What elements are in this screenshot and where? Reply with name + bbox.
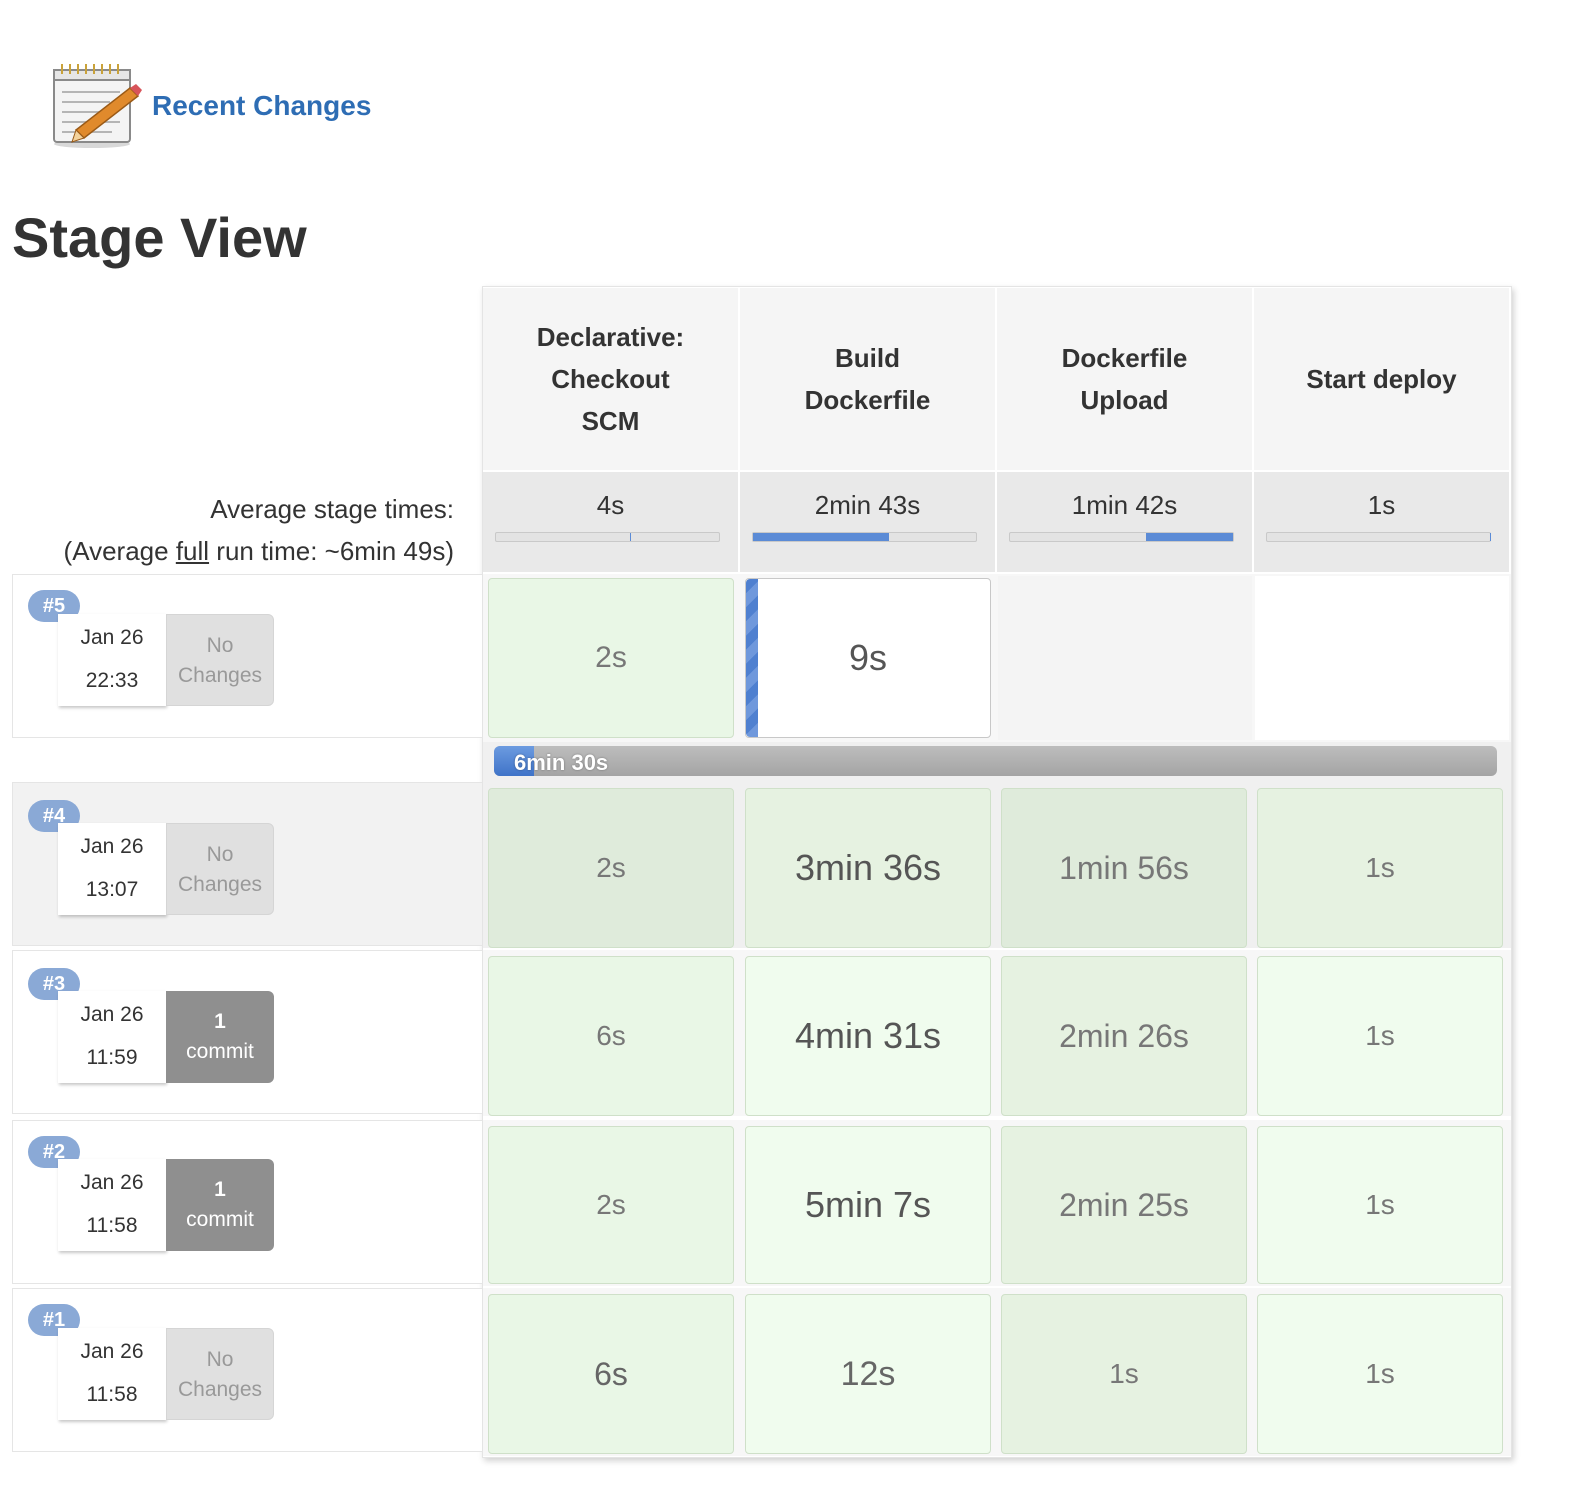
avg-bar (1266, 532, 1492, 542)
stage-cell[interactable]: 2s (488, 578, 734, 738)
changes-box[interactable]: No Changes (166, 1328, 274, 1420)
changes-box[interactable]: 1 commit (166, 991, 274, 1083)
running-indicator (746, 579, 758, 737)
stage-cell-running[interactable]: 9s (745, 578, 991, 738)
stage-cell[interactable]: 4min 31s (745, 956, 991, 1116)
full-run-time-link[interactable]: full (175, 536, 210, 566)
changes-box[interactable]: 1 commit (166, 1159, 274, 1251)
stage-cell[interactable]: 1min 56s (1001, 788, 1247, 948)
stage-cell[interactable]: 2min 26s (1001, 956, 1247, 1116)
build-progress-track (494, 746, 1497, 776)
stage-cell[interactable]: 1s (1001, 1294, 1247, 1454)
avg-time-upload: 1min 42s (997, 472, 1253, 572)
stage-cell[interactable]: 1s (1257, 788, 1503, 948)
stage-header-build: Build Dockerfile (740, 288, 996, 470)
avg-bar (1009, 532, 1234, 542)
build-number-badge[interactable]: #2 (28, 1136, 80, 1168)
average-stage-times-label: Average stage times: (Average full run t… (63, 494, 454, 566)
stage-header-upload: Dockerfile Upload (997, 288, 1253, 470)
stage-cell-empty (998, 576, 1252, 740)
build-date-card[interactable]: Jan 26 11:59 (58, 991, 166, 1083)
build-date-card[interactable]: Jan 26 11:58 (58, 1328, 166, 1420)
avg-bar (495, 532, 720, 542)
stage-cell[interactable]: 2s (488, 1126, 734, 1284)
build-progress-fill (494, 746, 534, 776)
changes-box[interactable]: No Changes (166, 823, 274, 915)
stage-header-deploy: Start deploy (1254, 288, 1510, 470)
stage-cell[interactable]: 1s (1257, 1294, 1503, 1454)
stage-cell[interactable]: 3min 36s (745, 788, 991, 948)
stage-cell[interactable]: 2s (488, 788, 734, 948)
build-date-card[interactable]: Jan 26 11:58 (58, 1159, 166, 1251)
avg-time-checkout: 4s (483, 472, 739, 572)
avg-time-deploy: 1s (1254, 472, 1510, 572)
avg-bar (752, 532, 977, 542)
page-title: Stage View (12, 206, 307, 269)
stage-cell[interactable]: 12s (745, 1294, 991, 1454)
stage-cell-empty (1255, 576, 1509, 740)
stage-header-checkout: Declarative: Checkout SCM (483, 288, 739, 470)
stage-cell[interactable]: 2min 25s (1001, 1126, 1247, 1284)
build-date-card[interactable]: Jan 26 13:07 (58, 823, 166, 915)
stage-cell[interactable]: 6s (488, 1294, 734, 1454)
recent-changes-link[interactable]: Recent Changes (152, 90, 372, 121)
stage-cell[interactable]: 1s (1257, 956, 1503, 1116)
stage-cell[interactable]: 1s (1257, 1126, 1503, 1284)
stage-cell[interactable]: 6s (488, 956, 734, 1116)
build-date-card[interactable]: Jan 26 22:33 (58, 614, 166, 706)
notepad-pencil-icon (50, 60, 142, 150)
avg-time-build: 2min 43s (740, 472, 996, 572)
stage-cell[interactable]: 5min 7s (745, 1126, 991, 1284)
build-progress-label: 6min 30s (514, 750, 609, 775)
changes-box[interactable]: No Changes (166, 614, 274, 706)
